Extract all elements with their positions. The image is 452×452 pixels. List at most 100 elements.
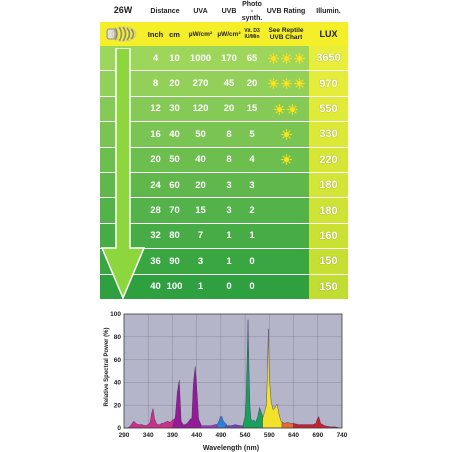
unit-uvb-line0: µW/cm² <box>217 30 241 38</box>
photo-synth-header: Photo -synth. <box>241 1 263 22</box>
sun-rating-icon <box>287 103 298 115</box>
row-lux-value: 330 <box>319 128 338 141</box>
row-photo-value: 5 <box>249 128 255 140</box>
row-uvb-value: 1 <box>226 230 232 242</box>
row-photo: 15 <box>241 97 263 121</box>
row-inch-value: 40 <box>150 281 161 293</box>
row-inch-value: 36 <box>150 255 161 267</box>
row-photo: 3 <box>241 173 263 197</box>
row-photo: 0 <box>241 249 263 273</box>
row-cm-value: 90 <box>169 255 180 267</box>
sun-rating-icon <box>267 52 279 64</box>
x-tick-label: 540 <box>240 432 251 439</box>
lux-row-band <box>309 274 348 299</box>
row-uva-value: 1 <box>197 281 204 293</box>
unit-rating: See Reptile UVB Chart <box>263 23 309 45</box>
row-lux: 550 <box>309 97 348 121</box>
row-lux-value: 550 <box>319 102 338 115</box>
lux-row-band <box>309 147 348 172</box>
row-inch-value: 4 <box>152 52 159 64</box>
row-cm-value: 70 <box>169 205 180 217</box>
lux-row-band <box>309 223 348 249</box>
distance-header-line0: Distance <box>150 8 180 15</box>
unit-lux: LUX <box>309 23 348 45</box>
row-lux: 150 <box>309 275 348 299</box>
row-uva-value: 120 <box>192 103 209 115</box>
row-photo: 4 <box>241 148 263 172</box>
lux-row-band <box>309 46 348 71</box>
sun-rating-icon <box>267 78 279 89</box>
row-cm-value: 20 <box>169 78 180 90</box>
row-cm: 20 <box>165 71 184 95</box>
unit-photo-line0: Vit. D3 <box>244 28 260 34</box>
row-uvb-value: 0 <box>226 281 232 293</box>
x-tick-label: 290 <box>119 432 130 439</box>
row-uva-value: 270 <box>192 78 209 90</box>
table-row <box>100 223 309 249</box>
row-cm: 50 <box>165 148 184 172</box>
row-photo: 1 <box>241 224 263 248</box>
unit-uva: µW/cm² <box>184 23 217 45</box>
row-uvb: 20 <box>217 97 241 121</box>
row-uvb-value: 8 <box>226 128 232 140</box>
lux-row-band <box>309 96 348 122</box>
row-lux: 330 <box>309 122 348 146</box>
row-photo-value: 3 <box>249 179 255 191</box>
y-tick-label: 60 <box>114 357 122 364</box>
row-uva: 40 <box>184 148 217 172</box>
row-lux-value: 150 <box>319 280 338 293</box>
lux-row-band <box>309 198 348 223</box>
row-uva-value: 3 <box>197 255 204 267</box>
unit-cm: cm <box>165 23 184 45</box>
row-uvb-value: 1 <box>226 255 232 267</box>
row-uva: 120 <box>184 97 217 121</box>
row-uvb-value: 3 <box>226 179 232 191</box>
table-row <box>100 274 309 299</box>
compact-lamp-icon <box>106 26 137 42</box>
row-cm: 80 <box>165 224 184 248</box>
spectral-series-5 <box>242 319 264 429</box>
spectral-series-0 <box>124 408 180 429</box>
sun-rating-icon <box>293 78 305 89</box>
distance-header: Distance <box>146 1 184 22</box>
row-lux: 180 <box>309 173 348 197</box>
sun-rating-icon <box>280 78 292 89</box>
row-uvb: 8 <box>217 122 241 146</box>
row-photo-value: 4 <box>249 154 255 166</box>
unit-uvb: µW/cm² <box>217 23 241 45</box>
row-inch-value: 8 <box>152 78 159 90</box>
unit-photo: Vit. D3 IU/Min <box>241 23 263 45</box>
row-uva-value: 15 <box>195 205 206 217</box>
sun-rating-icon <box>280 154 292 166</box>
row-lux-value: 220 <box>319 153 338 166</box>
uvb-rating-header: UVB Rating <box>263 1 309 22</box>
row-lux: 3650 <box>309 46 348 70</box>
sun-rating-icon <box>280 52 292 64</box>
table-row <box>100 122 309 147</box>
row-uva-value: 1000 <box>189 52 212 64</box>
unit-cm-line0: cm <box>169 29 180 39</box>
unit-lux-line0: LUX <box>319 29 338 39</box>
sun-rating-icon <box>274 103 285 115</box>
row-uva: 270 <box>184 71 217 95</box>
sun-rating-icon <box>293 52 305 64</box>
row-inch-value: 12 <box>150 103 161 115</box>
row-photo: 0 <box>241 275 263 299</box>
row-inch: 32 <box>146 224 165 248</box>
uvb-header-line0: UVB <box>221 8 237 15</box>
row-inch: 24 <box>146 173 165 197</box>
plot-frame <box>123 313 343 429</box>
row-uva: 1 <box>184 275 217 299</box>
row-uvb: 0 <box>217 275 241 299</box>
row-inch: 12 <box>146 97 165 121</box>
photo-synth-header-line0: Photo <box>242 1 262 8</box>
y-tick-label: 80 <box>114 334 122 341</box>
row-cm-value: 40 <box>169 128 180 140</box>
row-uva-value: 40 <box>195 154 206 166</box>
table-row <box>100 173 309 198</box>
spectral-series-8 <box>293 416 341 429</box>
wattage-text: 26W <box>113 4 133 15</box>
unit-rating-line0: See Reptile <box>268 27 304 34</box>
illumination-header: Illumin. <box>309 1 348 22</box>
row-uvb: 170 <box>217 46 241 70</box>
